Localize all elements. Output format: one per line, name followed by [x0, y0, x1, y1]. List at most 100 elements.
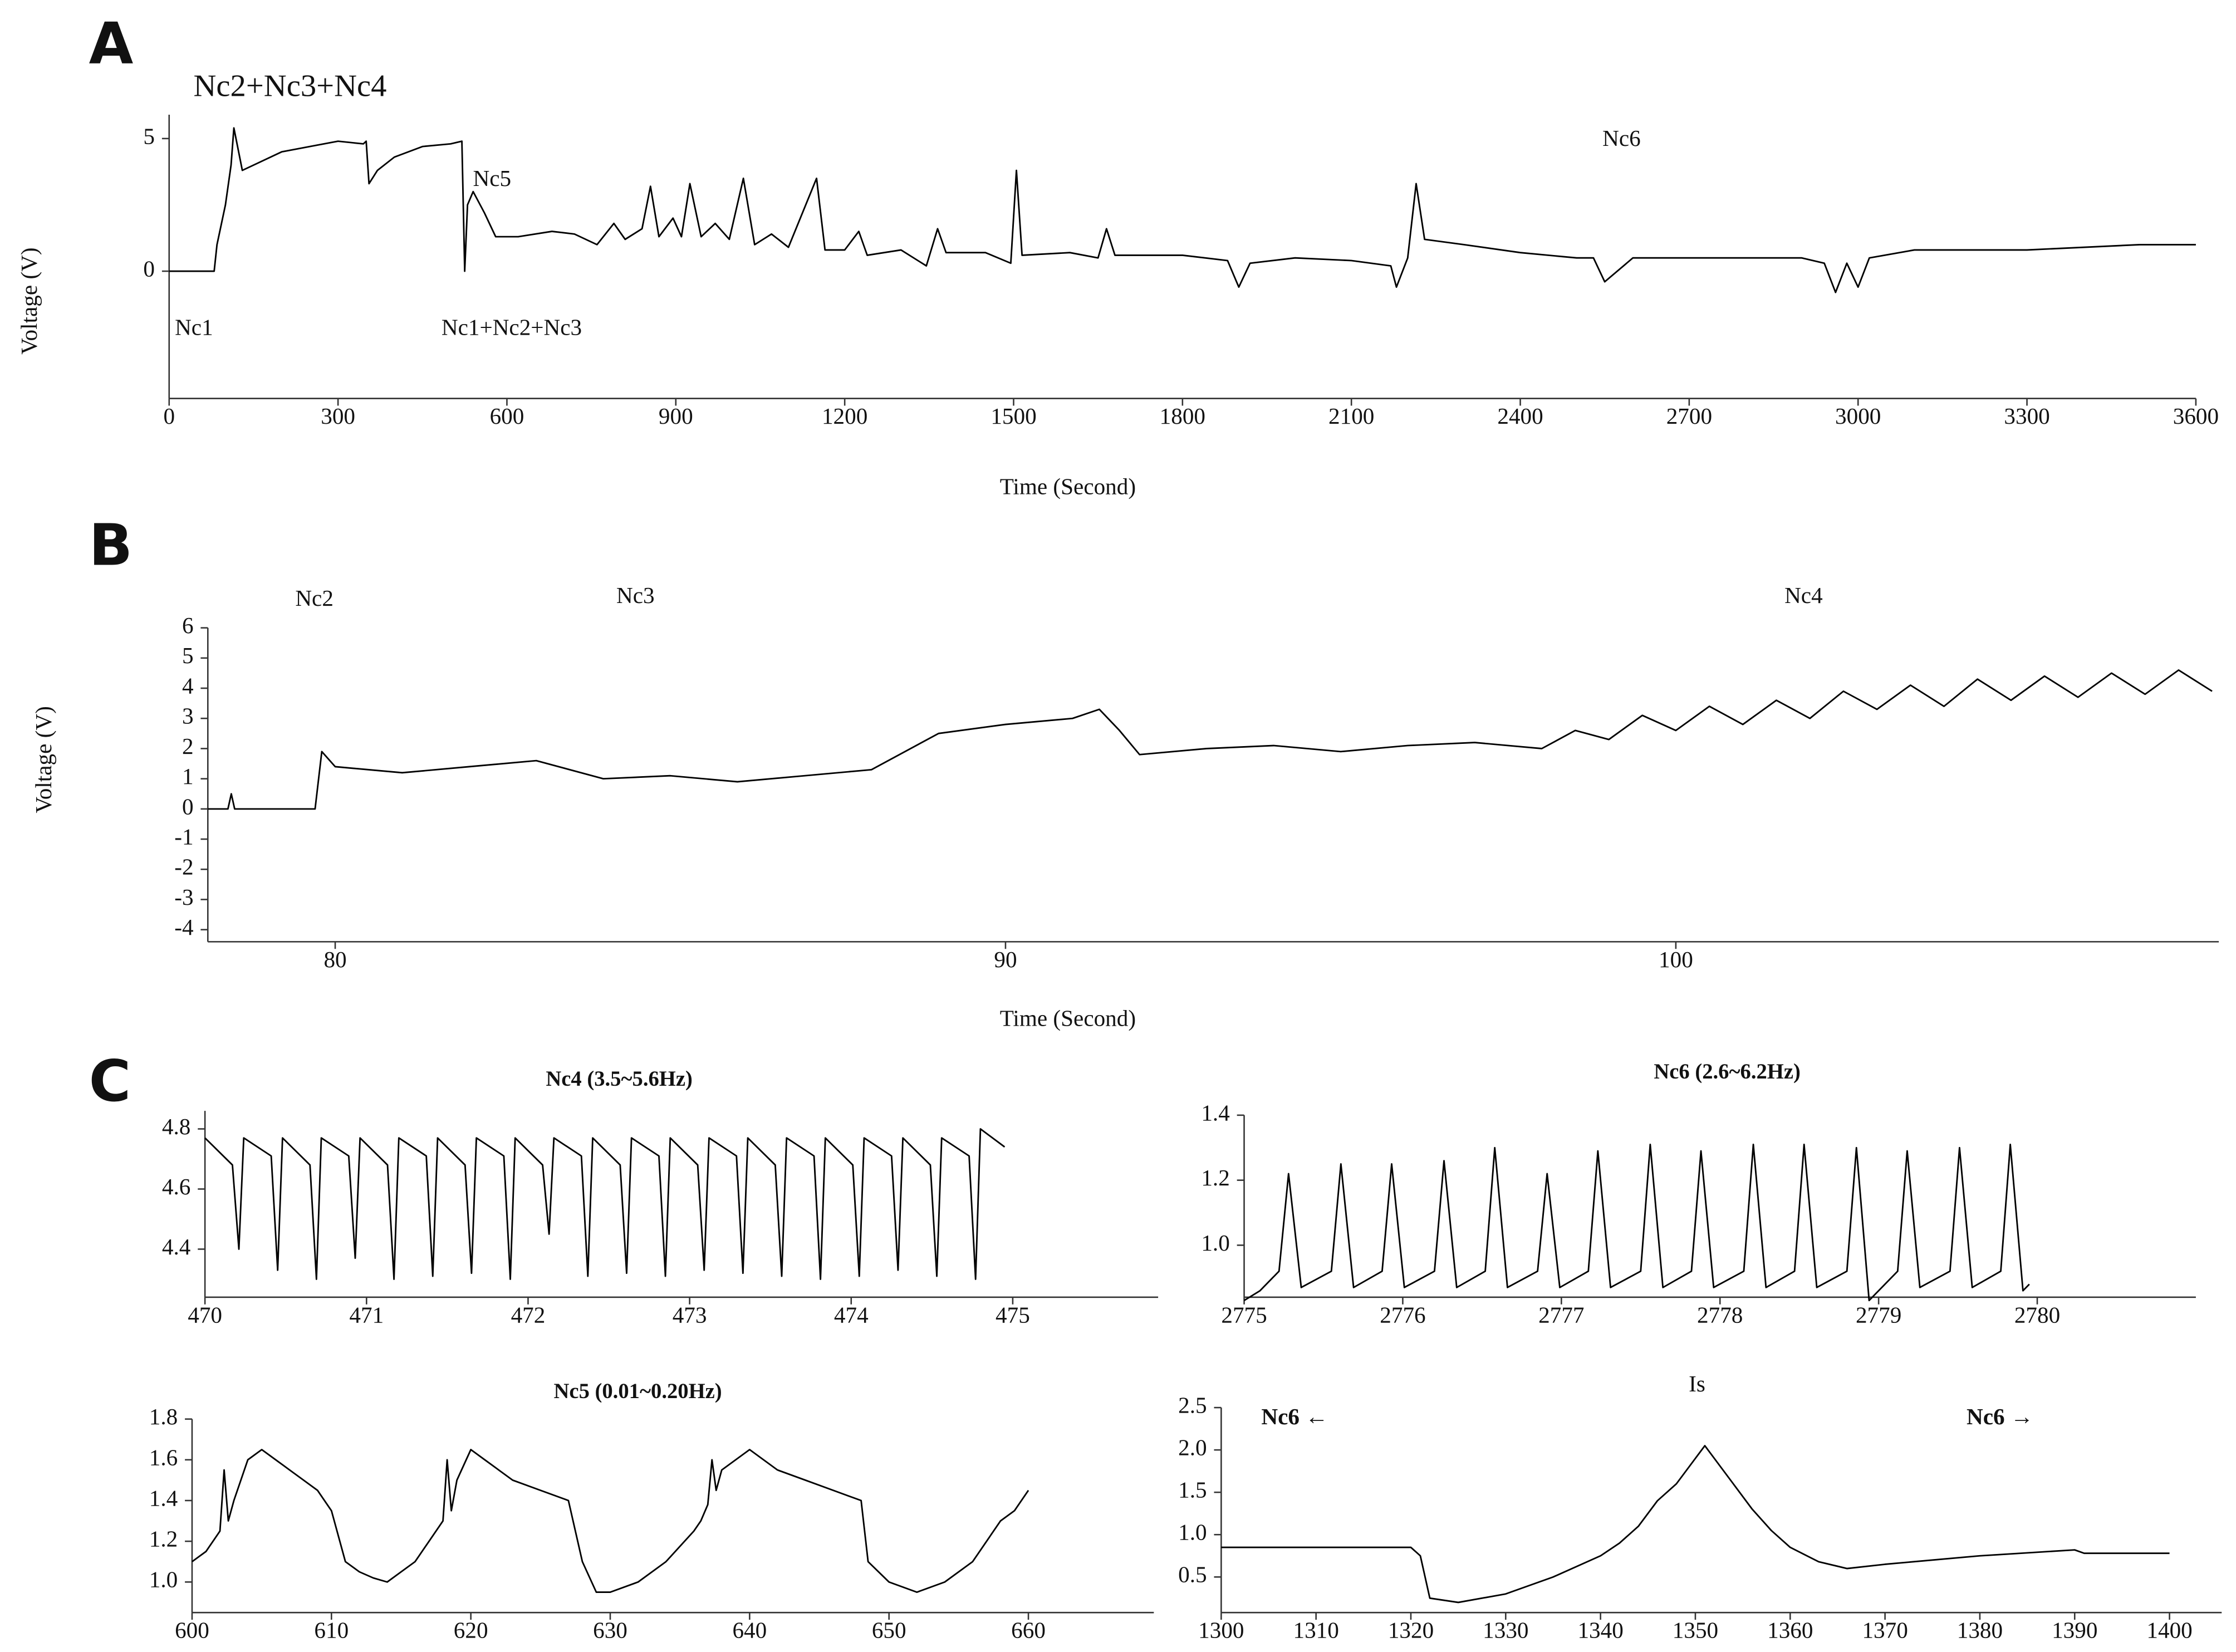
y-tick-label: 1.4: [1201, 1100, 1229, 1125]
y-tick-label: 1.5: [1178, 1477, 1207, 1503]
y-tick-label: 4.6: [162, 1174, 190, 1199]
x-tick-label: 660: [1011, 1617, 1046, 1643]
signal-line: [1221, 1445, 2170, 1604]
signal-line: [208, 669, 2213, 810]
y-tick-label: 0.5: [1178, 1562, 1207, 1587]
panel-label: C: [89, 1048, 131, 1115]
signal-line: [192, 1449, 1029, 1594]
x-tick-label: 2780: [2014, 1302, 2060, 1327]
y-tick-label: 1.6: [149, 1444, 178, 1470]
y-tick-label: 1.8: [149, 1404, 178, 1429]
x-tick-label: 2700: [1666, 403, 1712, 429]
x-tick-label: 3600: [2173, 403, 2219, 429]
x-tick-label: 473: [673, 1302, 707, 1327]
panel-label: A: [89, 10, 134, 77]
y-tick-label: 1.2: [1201, 1165, 1229, 1190]
signal-line: [169, 127, 2196, 293]
y-tick-label: 2.0: [1178, 1435, 1207, 1460]
x-axis-label: Time (Second): [1000, 1005, 1136, 1031]
x-tick-label: 2100: [1328, 403, 1374, 429]
x-tick-label: 2777: [1538, 1302, 1584, 1327]
y-axis-label: Voltage (V): [31, 706, 57, 813]
y-tick-label: 1.4: [149, 1485, 178, 1511]
annotation: Nc6 ←: [1261, 1404, 1328, 1429]
x-tick-label: 600: [490, 403, 524, 429]
y-tick-label: 4.8: [162, 1114, 190, 1139]
x-tick-label: 100: [1659, 947, 1693, 972]
y-tick-label: -1: [174, 824, 193, 850]
y-tick-label: 5: [143, 123, 155, 149]
x-tick-label: 1310: [1293, 1617, 1339, 1643]
chart-title: Is: [1689, 1371, 1705, 1396]
y-tick-label: 1: [182, 763, 194, 789]
y-tick-label: 5: [182, 643, 194, 668]
x-tick-label: 1500: [990, 403, 1036, 429]
annotation: Nc2+Nc3+Nc4: [194, 69, 387, 104]
y-tick-label: 3: [182, 703, 194, 729]
x-tick-label: 2776: [1380, 1302, 1425, 1327]
y-tick-label: 0: [143, 256, 155, 281]
y-tick-label: -4: [174, 914, 193, 940]
x-tick-label: 300: [321, 403, 355, 429]
x-tick-label: 600: [175, 1617, 209, 1643]
x-tick-label: 2400: [1497, 403, 1543, 429]
x-tick-label: 650: [872, 1617, 906, 1643]
y-tick-label: 2: [182, 733, 194, 759]
annotation: Nc6: [1602, 125, 1641, 151]
x-tick-label: 610: [314, 1617, 349, 1643]
x-tick-label: 2778: [1697, 1302, 1743, 1327]
x-tick-label: 1340: [1577, 1617, 1623, 1643]
y-tick-label: 2.5: [1178, 1392, 1207, 1418]
annotation: Nc6 →: [1967, 1404, 2033, 1429]
x-tick-label: 1400: [2146, 1617, 2192, 1643]
x-tick-label: 0: [163, 403, 175, 429]
x-tick-label: 90: [994, 947, 1017, 972]
x-tick-label: 475: [996, 1302, 1030, 1327]
y-tick-label: 6: [182, 612, 194, 638]
x-tick-label: 470: [188, 1302, 222, 1327]
y-tick-label: 0: [182, 793, 194, 819]
x-tick-label: 3000: [1835, 403, 1881, 429]
y-tick-label: 1.0: [1201, 1230, 1229, 1256]
annotation: Nc4: [1784, 582, 1823, 608]
x-tick-label: 1360: [1767, 1617, 1813, 1643]
y-axis-label: Voltage (V): [16, 247, 42, 354]
signal-line: [1243, 1144, 2030, 1302]
x-tick-label: 1350: [1673, 1617, 1718, 1643]
y-tick-label: 4.4: [162, 1234, 190, 1259]
annotation: Nc5: [473, 165, 512, 191]
annotation: Nc2: [295, 585, 334, 611]
chart-title: Nc5 (0.01~0.20Hz): [554, 1380, 722, 1403]
y-tick-label: 4: [182, 673, 194, 698]
annotation: Nc1: [175, 315, 213, 340]
x-tick-label: 640: [732, 1617, 767, 1643]
annotation: Nc1+Nc2+Nc3: [442, 315, 582, 340]
x-tick-label: 1320: [1388, 1617, 1434, 1643]
x-tick-label: 471: [349, 1302, 384, 1327]
y-tick-label: 1.2: [149, 1526, 178, 1552]
x-tick-label: 620: [454, 1617, 488, 1643]
x-tick-label: 1300: [1198, 1617, 1244, 1643]
x-tick-label: 1200: [822, 403, 867, 429]
x-tick-label: 472: [511, 1302, 546, 1327]
x-tick-label: 1380: [1957, 1617, 2003, 1643]
x-tick-label: 3300: [2004, 403, 2049, 429]
x-tick-label: 630: [593, 1617, 627, 1643]
panel-label: B: [89, 512, 133, 579]
annotation: Nc3: [616, 582, 655, 608]
x-tick-label: 474: [834, 1302, 869, 1327]
x-tick-label: 1390: [2052, 1617, 2097, 1643]
x-axis-label: Time (Second): [1000, 473, 1136, 499]
x-tick-label: 80: [323, 947, 346, 972]
chart-title: Nc6 (2.6~6.2Hz): [1654, 1060, 1800, 1084]
x-tick-label: 1330: [1483, 1617, 1528, 1643]
signal-line: [204, 1128, 1006, 1280]
y-tick-label: -3: [174, 884, 193, 910]
y-tick-label: 1.0: [149, 1567, 178, 1592]
x-tick-label: 1370: [1862, 1617, 1908, 1643]
x-tick-label: 1800: [1160, 403, 1205, 429]
x-tick-label: 900: [659, 403, 693, 429]
x-tick-label: 2779: [1856, 1302, 1901, 1327]
